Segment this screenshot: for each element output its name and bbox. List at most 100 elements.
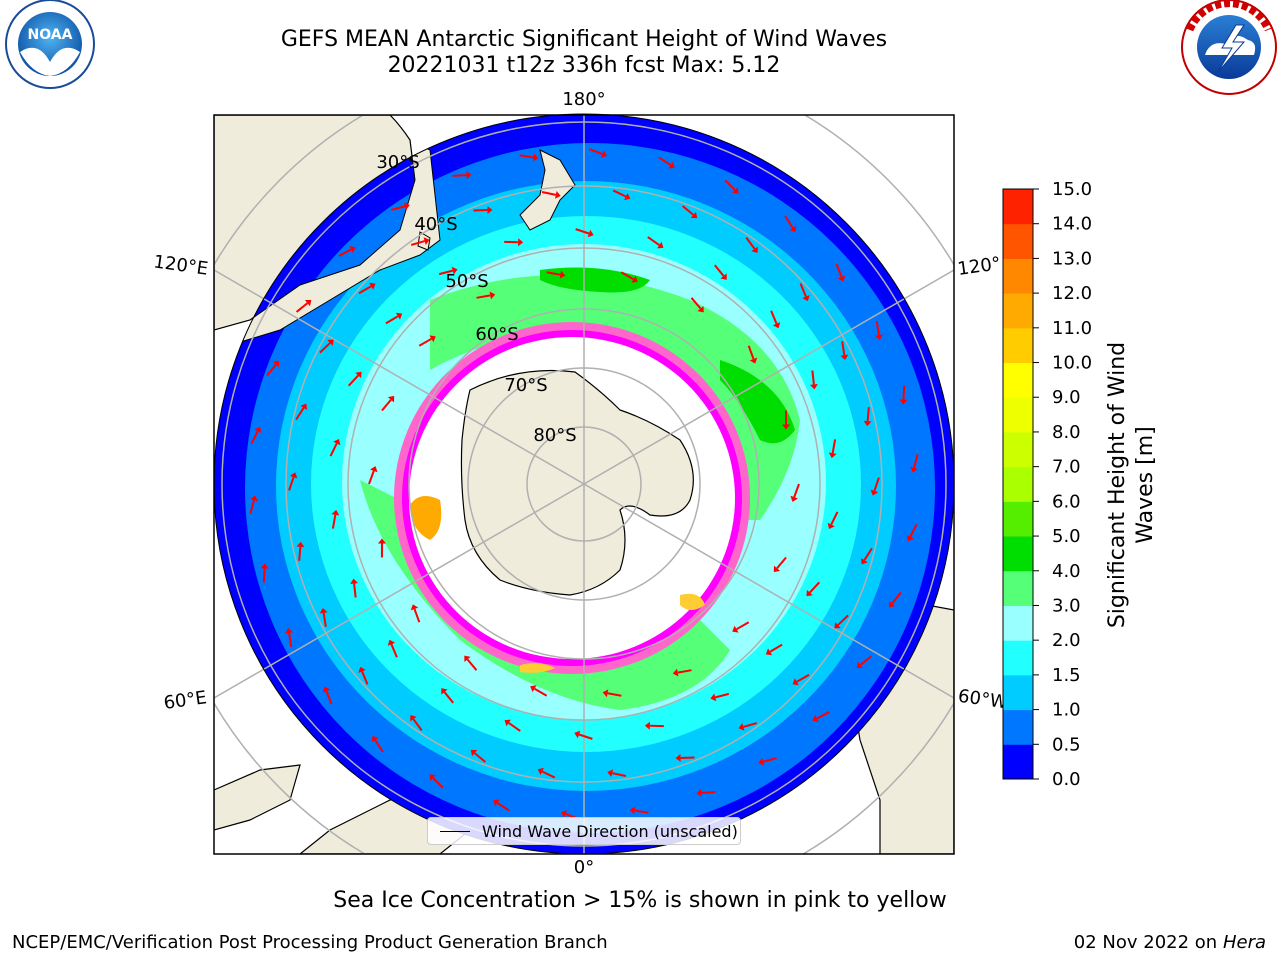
- antarctica: [460, 369, 694, 596]
- wave-direction-arrow-shaft: [473, 752, 487, 763]
- wave-direction-arrow-shaft: [578, 733, 593, 740]
- wave-direction-arrow-shaft: [250, 430, 259, 445]
- wave-direction-arrow-shaft: [736, 621, 750, 631]
- colorbar-swatch: [1003, 362, 1033, 398]
- wave-direction-arrow-head: [451, 266, 458, 275]
- wave-direction-arrow-shaft: [358, 285, 372, 295]
- wave-direction-arrow-head: [559, 270, 566, 279]
- wave-direction-arrow-head: [792, 678, 799, 686]
- lat-label-70s: 70°S: [504, 375, 547, 396]
- wave-direction-arrow-shaft: [588, 148, 603, 155]
- colorbar-tick-label: 14.0: [1052, 214, 1092, 235]
- colorbar-swatch: [1003, 501, 1033, 537]
- wave-direction-arrow-shaft: [690, 297, 702, 310]
- wave-direction-arrow-shaft: [325, 690, 333, 705]
- colorbar-tick-label: 3.0: [1052, 595, 1081, 616]
- lat-label-40s: 40°S: [414, 214, 457, 235]
- wave-direction-arrow-head: [668, 161, 675, 169]
- wave-direction-arrow-head: [789, 225, 797, 233]
- wave-direction-arrow-shaft: [793, 483, 800, 498]
- wave-direction-arrow-shaft: [331, 514, 337, 529]
- wave-direction-arrow-head: [322, 686, 331, 693]
- wave-direction-arrow-shaft: [831, 439, 837, 454]
- wave-direction-arrow-shaft: [390, 643, 398, 658]
- wave-direction-arrow-head: [827, 522, 835, 530]
- wave-direction-arrow-head: [732, 187, 739, 194]
- date-text: 02 Nov 2022 on: [1073, 932, 1218, 953]
- wave-direction-arrow-shaft: [837, 614, 849, 626]
- wave-direction-arrow-shaft: [875, 320, 880, 336]
- wave-direction-arrow-head: [624, 192, 631, 201]
- wave-direction-arrow-shaft: [747, 345, 755, 360]
- colorbar-tick-label: 12.0: [1052, 283, 1092, 304]
- wave-direction-arrow-shaft: [452, 174, 467, 177]
- wave-direction-arrow-shaft: [634, 809, 649, 814]
- lat-label-30s: 30°S: [376, 152, 419, 173]
- wave-direction-arrow-head: [369, 282, 376, 290]
- wave-direction-arrow-head: [751, 246, 758, 253]
- map-frame: [213, 114, 955, 855]
- lat-label-50s: 50°S: [445, 271, 488, 292]
- wave-direction-arrow-shaft: [809, 581, 821, 594]
- wave-direction-arrow-head: [710, 693, 717, 702]
- wave-direction-arrow-shaft: [713, 264, 725, 277]
- wave-direction-arrow-head: [470, 749, 478, 757]
- wave-direction-arrow-head: [327, 339, 334, 346]
- wave-direction-arrow-head: [532, 153, 539, 162]
- wave-direction-arrow-head: [319, 607, 328, 614]
- wave-direction-arrow-shaft: [249, 499, 255, 514]
- wave-direction-arrow-head: [530, 685, 537, 693]
- colorbar-tick-label: 9.0: [1052, 387, 1081, 408]
- wave-direction-arrow-shaft: [413, 608, 421, 623]
- wave-direction-arrow-shaft: [873, 477, 880, 492]
- colorbar-tick-label: 1.0: [1052, 700, 1081, 721]
- colorbar-swatch: [1003, 258, 1033, 294]
- wave-direction-arrow-head: [773, 565, 781, 573]
- wave-direction-arrow-shaft: [295, 302, 309, 313]
- colorbar-swatch: [1003, 293, 1033, 329]
- colorbar-swatch: [1003, 466, 1033, 502]
- wave-direction-arrow-head: [423, 237, 430, 245]
- wave-direction-arrow-head: [765, 648, 773, 656]
- lon-label-0: 0°: [574, 857, 594, 878]
- wave-direction-arrow-head: [250, 495, 258, 502]
- lon-label-120w: 120°: [956, 253, 1002, 280]
- wave-direction-arrow-shaft: [743, 722, 758, 728]
- wave-direction-arrow-shaft: [288, 476, 295, 491]
- wave-direction-arrow-head: [285, 628, 294, 634]
- wave-direction-arrow-head: [672, 668, 679, 677]
- wave-direction-arrow-head: [331, 509, 340, 516]
- legend-label: Wind Wave Direction (unscaled): [482, 821, 738, 841]
- wave-direction-arrow-shaft: [319, 342, 331, 354]
- wave-direction-arrow-shaft: [859, 655, 873, 666]
- wave-direction-arrow-head: [464, 655, 471, 663]
- lat-label-80s: 80°S: [533, 425, 576, 446]
- colorbar-swatch: [1003, 709, 1033, 745]
- wave-direction-arrow-head: [863, 420, 872, 427]
- wave-direction-arrow-head: [790, 495, 798, 502]
- wave-direction-arrow-shaft: [374, 739, 384, 753]
- colorbar-swatch: [1003, 189, 1033, 225]
- wave-direction-arrow-head: [333, 438, 341, 446]
- wave-direction-arrow-head: [466, 171, 472, 180]
- colorbar-tick-label: 2.0: [1052, 630, 1081, 651]
- wave-direction-arrow-head: [537, 767, 544, 776]
- sea-ice-note: Sea Ice Concentration > 15% is shown in …: [333, 888, 947, 913]
- wave-direction-arrow-head: [696, 788, 702, 797]
- wave-direction-arrow-head: [574, 730, 581, 739]
- wave-direction-arrow-head: [629, 806, 636, 815]
- wave-direction-arrow-shaft: [546, 271, 561, 276]
- colorbar-swatch: [1003, 570, 1033, 606]
- colorbar-tick-label: 8.0: [1052, 422, 1081, 443]
- wave-direction-arrow-shaft: [770, 310, 778, 325]
- wave-direction-arrow-head: [906, 534, 914, 542]
- wave-direction-arrow-shaft: [658, 156, 672, 166]
- wave-direction-arrow-shaft: [575, 228, 590, 235]
- wind-wave-arrows: [249, 148, 919, 820]
- wave-direction-arrow-head: [304, 299, 312, 307]
- wave-direction-arrow-shaft: [338, 248, 352, 257]
- wave-direction-arrow-head: [809, 383, 818, 390]
- date-stamp: 02 Nov 2022 on Hera: [1074, 932, 1266, 953]
- wave-direction-arrow-head: [870, 489, 879, 496]
